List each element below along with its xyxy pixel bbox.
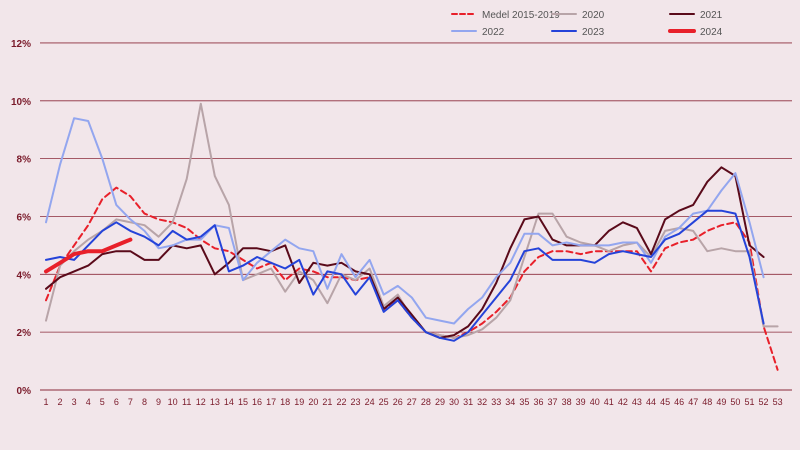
x-tick-label: 49 — [716, 397, 726, 407]
series-line-2020 — [45, 102, 779, 339]
legend-label: 2023 — [582, 27, 605, 38]
x-tick-label: 7 — [128, 397, 133, 407]
y-tick-label: 0% — [17, 386, 32, 397]
y-tick-label: 4% — [17, 270, 32, 281]
x-tick-label: 12 — [196, 397, 206, 407]
x-tick-label: 25 — [379, 397, 389, 407]
x-tick-label: 46 — [674, 397, 684, 407]
x-tick-label: 34 — [505, 397, 515, 407]
y-tick-label: 12% — [11, 39, 31, 50]
x-tick-label: 8 — [142, 397, 147, 407]
series-line-medel-2015-2019 — [45, 186, 779, 371]
x-tick-label: 14 — [224, 397, 234, 407]
x-tick-label: 52 — [759, 397, 769, 407]
x-tick-label: 17 — [266, 397, 276, 407]
x-tick-label: 28 — [421, 397, 431, 407]
x-tick-label: 1 — [43, 397, 48, 407]
x-tick-label: 24 — [365, 397, 375, 407]
x-tick-label: 47 — [688, 397, 698, 407]
legend-label: 2024 — [700, 27, 723, 38]
series-lines — [44, 102, 779, 371]
legend-label: 2022 — [482, 27, 505, 38]
x-axis-ticks: 1 2 3 4 5 6 7 8 9 10 11 12 13 14 15 16 17 18 19 20 21 22 23 24 2… — [43, 397, 782, 407]
x-tick-label: 48 — [702, 397, 712, 407]
x-tick-label: 29 — [435, 397, 445, 407]
x-tick-label: 15 — [238, 397, 248, 407]
x-tick-label: 40 — [590, 397, 600, 407]
x-tick-label: 44 — [646, 397, 656, 407]
x-tick-label: 27 — [407, 397, 417, 407]
x-tick-label: 32 — [477, 397, 487, 407]
x-tick-label: 23 — [351, 397, 361, 407]
x-tick-label: 3 — [72, 397, 77, 407]
x-tick-label: 18 — [280, 397, 290, 407]
y-axis-ticks: 0% 2% 4% 6% 8% 10% 12% — [11, 39, 31, 397]
y-tick-label: 10% — [11, 97, 31, 108]
x-tick-label: 4 — [86, 397, 91, 407]
y-tick-label: 6% — [17, 212, 32, 223]
y-tick-label: 8% — [17, 155, 32, 166]
x-tick-label: 13 — [210, 397, 220, 407]
legend-label: Medel 2015-2019 — [482, 10, 560, 21]
x-tick-label: 43 — [632, 397, 642, 407]
x-tick-label: 53 — [773, 397, 783, 407]
legend-label: 2021 — [700, 10, 723, 21]
x-tick-label: 30 — [449, 397, 459, 407]
x-tick-label: 5 — [100, 397, 105, 407]
x-tick-label: 11 — [182, 397, 191, 407]
legend-label: 2020 — [582, 10, 605, 21]
gridlines — [40, 42, 792, 391]
x-tick-label: 36 — [533, 397, 543, 407]
x-tick-label: 45 — [660, 397, 670, 407]
x-tick-label: 38 — [562, 397, 572, 407]
series-line-2022 — [45, 117, 765, 325]
y-tick-label: 2% — [17, 328, 32, 339]
x-tick-label: 21 — [322, 397, 332, 407]
series-line-2023 — [45, 209, 765, 342]
x-tick-label: 42 — [618, 397, 628, 407]
series-line-2024 — [44, 237, 133, 274]
x-tick-label: 51 — [744, 397, 754, 407]
x-tick-label: 20 — [308, 397, 318, 407]
x-tick-label: 22 — [336, 397, 346, 407]
x-tick-label: 35 — [519, 397, 529, 407]
x-tick-label: 16 — [252, 397, 262, 407]
x-tick-label: 6 — [114, 397, 119, 407]
x-tick-label: 41 — [604, 397, 614, 407]
series-line-2021 — [45, 166, 765, 339]
x-tick-label: 31 — [463, 397, 473, 407]
x-tick-label: 9 — [156, 397, 161, 407]
x-tick-label: 39 — [576, 397, 586, 407]
x-tick-label: 10 — [168, 397, 178, 407]
x-tick-label: 26 — [393, 397, 403, 407]
x-tick-label: 19 — [294, 397, 304, 407]
legend: Medel 2015-2019 2020 2021 2022 2023 2024 — [451, 10, 723, 38]
x-tick-label: 33 — [491, 397, 501, 407]
x-tick-label: 50 — [730, 397, 740, 407]
x-tick-label: 37 — [548, 397, 558, 407]
x-tick-label: 2 — [58, 397, 63, 407]
